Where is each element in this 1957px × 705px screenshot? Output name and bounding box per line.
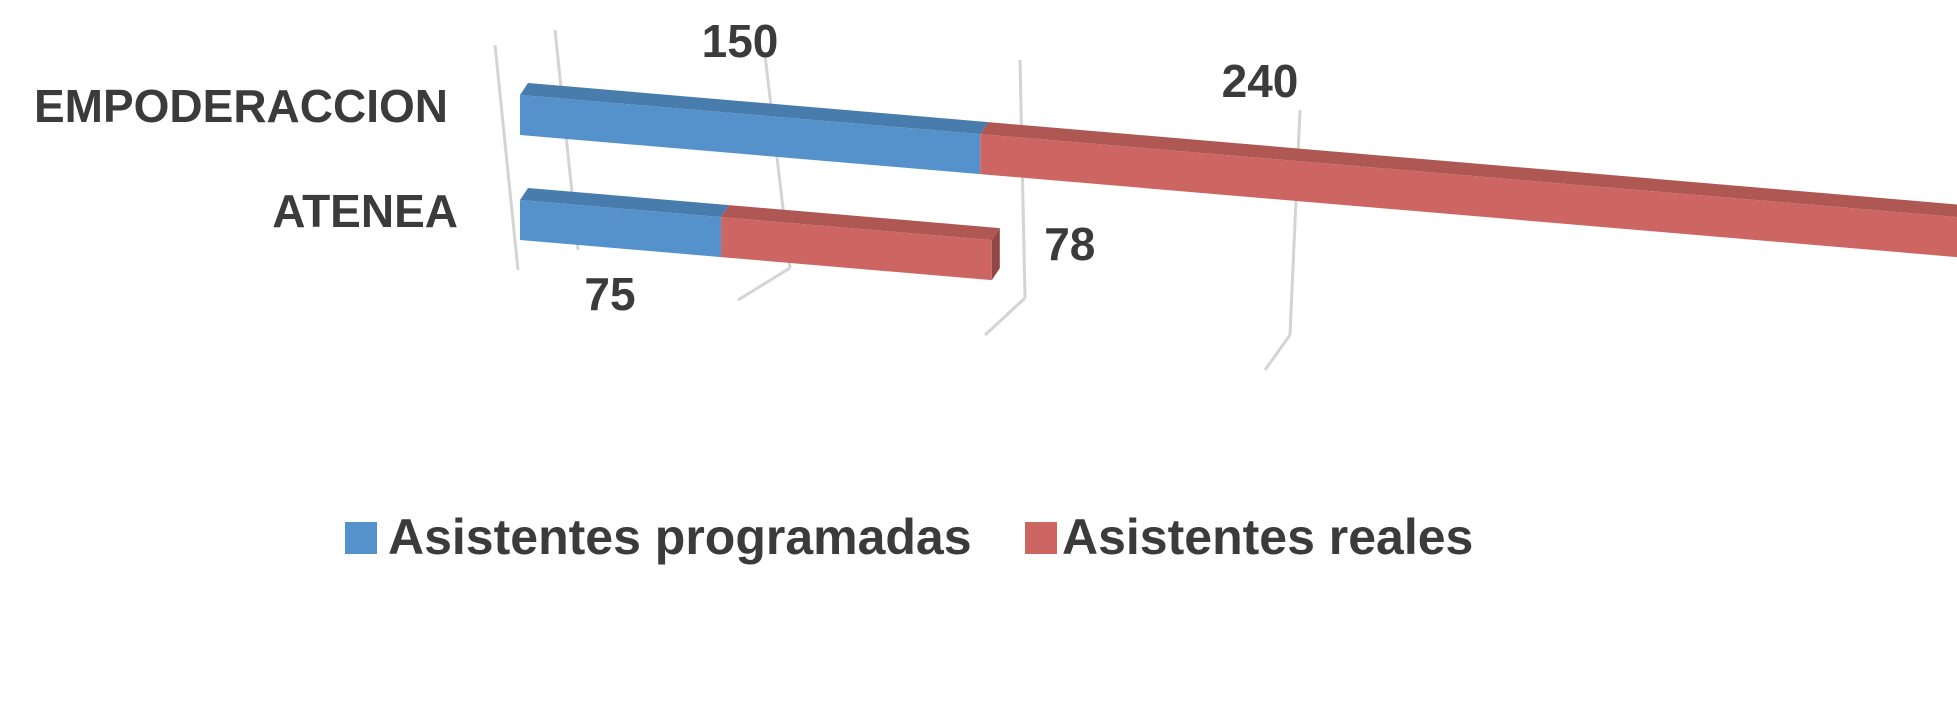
value-label: 78 <box>1044 218 1095 270</box>
bar-face <box>991 228 1000 281</box>
depth-walls <box>493 29 1302 371</box>
legend-label: Asistentes reales <box>1062 509 1473 565</box>
bar-face <box>721 205 1000 241</box>
value-label: 240 <box>1222 55 1299 107</box>
value-label: 150 <box>702 15 779 67</box>
bar-segment <box>520 188 730 258</box>
bar-face <box>520 188 730 218</box>
bar-segment <box>721 205 1000 281</box>
legend-label: Asistentes programadas <box>388 509 972 565</box>
category-label: EMPODERACCION <box>34 80 448 132</box>
legend-swatch <box>1025 522 1057 554</box>
bar-segment <box>520 83 989 175</box>
bar-face <box>520 95 981 175</box>
bar-face <box>520 83 989 135</box>
bar-segment <box>980 122 1957 258</box>
bar-face <box>721 217 992 281</box>
bar-face <box>980 122 1957 218</box>
legend-swatch <box>345 522 377 554</box>
bar-face <box>980 134 1957 258</box>
category-label: ATENEA <box>272 185 458 237</box>
value-label: 75 <box>584 268 635 320</box>
bar-face <box>520 200 722 258</box>
